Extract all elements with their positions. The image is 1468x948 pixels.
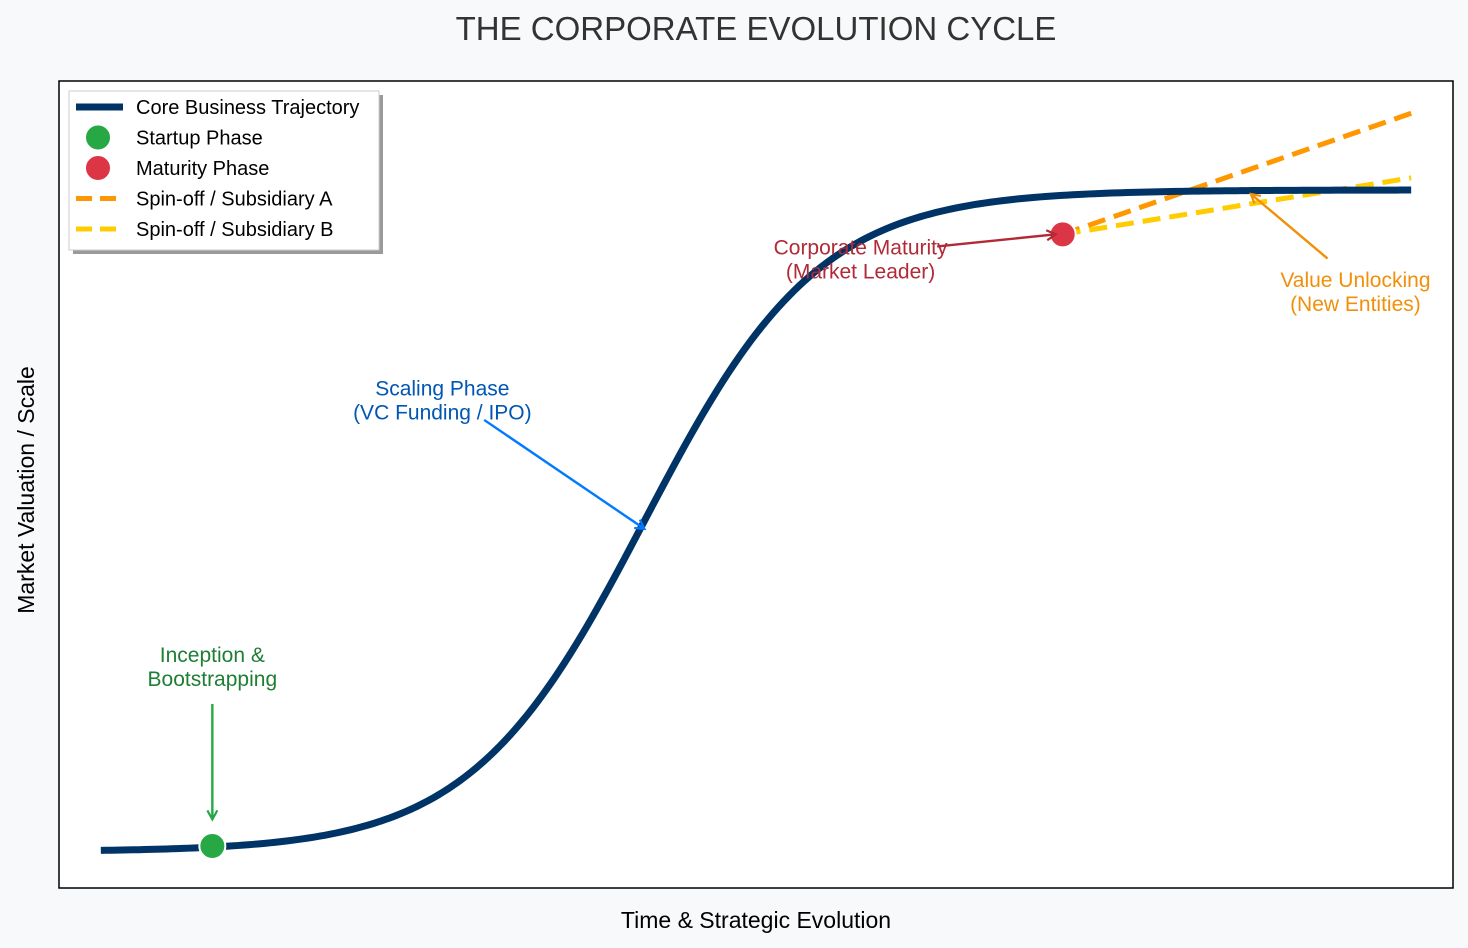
legend-item: Core Business Trajectory — [76, 97, 359, 119]
legend-item: Maturity Phase — [84, 154, 269, 182]
annotation-arrow — [483, 418, 644, 529]
legend-swatch-marker — [84, 123, 112, 152]
legend-label: Maturity Phase — [136, 158, 269, 180]
legend: Core Business Trajectory Startup Phase Mat… — [68, 90, 383, 254]
annotation-arrow — [937, 234, 1055, 248]
annotation-inception: Inception &Bootstrapping — [148, 644, 278, 819]
startup-phase-point — [198, 832, 227, 861]
spinoff-layer — [1061, 110, 1413, 237]
annotation-maturity: Corporate Maturity(Market Leader) — [774, 234, 1056, 284]
core-business-line — [100, 186, 1412, 854]
x-axis-label: Time & Strategic Evolution — [621, 907, 891, 933]
annotation-value: Value Unlocking(New Entities) — [1251, 194, 1431, 316]
annotation-scaling: Scaling Phase(VC Funding / IPO) — [353, 378, 644, 529]
annotation-label: Inception & — [160, 644, 265, 667]
annotation-layer: Inception &Bootstrapping Scaling Phase(VC… — [148, 194, 1431, 819]
annotation-label: (New Entities) — [1290, 293, 1421, 316]
annotation-label: Corporate Maturity — [774, 237, 948, 260]
annotation-label: (VC Funding / IPO) — [353, 402, 532, 425]
legend-swatch-marker — [84, 154, 112, 182]
legend-label: Core Business Trajectory — [136, 97, 359, 119]
legend-items: Core Business Trajectory Startup Phase Mat… — [76, 97, 359, 241]
legend-item: Spin-off / Subsidiary B — [76, 219, 334, 241]
core-layer — [100, 186, 1412, 854]
annotation-label: (Market Leader) — [786, 261, 935, 284]
legend-box — [68, 90, 380, 251]
chart-title: THE CORPORATE EVOLUTION CYCLE — [456, 10, 1057, 47]
legend-label: Spin-off / Subsidiary A — [136, 189, 333, 211]
spinoff-line-a — [1061, 110, 1413, 237]
spinoff-line-b — [1062, 175, 1412, 237]
annotation-arrow — [1251, 194, 1329, 260]
legend-item: Startup Phase — [84, 123, 263, 152]
annotation-label: Bootstrapping — [148, 668, 278, 691]
legend-label: Spin-off / Subsidiary B — [136, 219, 334, 241]
annotation-label: Value Unlocking — [1280, 269, 1430, 292]
y-axis-label: Market Valuation / Scale — [13, 366, 39, 614]
legend-item: Spin-off / Subsidiary A — [76, 189, 333, 211]
legend-label: Startup Phase — [136, 128, 263, 150]
annotation-label: Scaling Phase — [375, 378, 509, 401]
